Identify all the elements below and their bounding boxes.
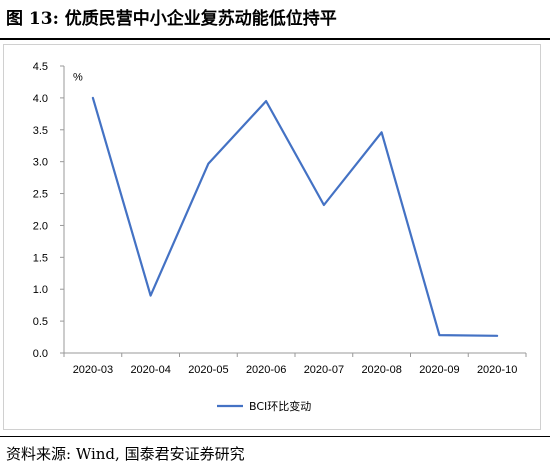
x-tick-label: 2020-07 [304,364,344,376]
series-line [91,96,499,337]
source-note: 资料来源: Wind, 国泰君安证券研究 [6,445,245,463]
y-tick-label: 0.5 [33,316,48,328]
y-tick-label: 1.5 [33,252,48,264]
source-rule [0,436,550,437]
x-tick-label: 2020-09 [419,364,459,376]
x-tick-label: 2020-06 [246,364,286,376]
y-tick-label: 3.5 [33,125,48,137]
chart-frame [3,44,541,430]
figure-title: 图 13: 优质民营中小企业复苏动能低位持平 [6,9,337,29]
y-tick-label: 4.5 [33,61,48,73]
x-tick-label: 2020-08 [361,364,401,376]
legend-label: BCI环比变动 [249,399,311,413]
y-axis: 0.0 0.5 1.0 1.5 2.0 2.5 3.0 3.5 4.0 4.5% [33,61,83,360]
legend: BCI环比变动 [217,399,311,413]
y-tick-label: 3.0 [33,157,48,169]
x-tick-label: 2020-05 [188,364,228,376]
x-tick-label: 2020-03 [73,364,113,376]
y-tick-label: 4.0 [33,93,48,105]
title-rule [0,38,550,40]
series-layer [91,96,499,337]
y-tick-label: 1.0 [33,284,48,296]
x-axis: 2020-03 2020-04 2020-05 2020-06 2020-07 2020-… [63,352,527,376]
x-tick-label: 2020-10 [477,364,517,376]
x-tick-label: 2020-04 [130,364,170,376]
y-tick-label: 2.0 [33,220,48,232]
y-unit-label: % [73,72,83,84]
y-tick-label: 0.0 [33,348,48,360]
y-tick-label: 2.5 [33,189,48,201]
